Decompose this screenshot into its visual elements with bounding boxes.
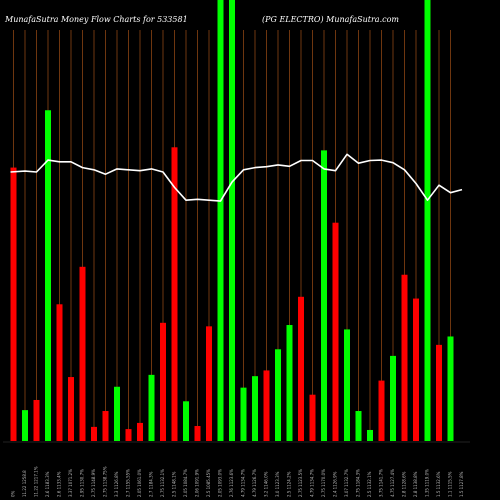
x-tick-label: 11.22 1217.1%: [34, 466, 39, 497]
bar-inflow: [217, 0, 224, 441]
bar-inflow: [355, 411, 362, 441]
flow-line: [10, 153, 463, 202]
x-tick-labels: 0% 11.22 1258.8 11.22 1217.1% 2.6 1183.3% 2.…: [11, 466, 465, 497]
x-tick-label: 3.0 1123.3%: [275, 471, 280, 497]
bar-inflow: [229, 0, 235, 441]
bar-outflow: [68, 377, 74, 441]
bar-inflow: [252, 376, 258, 441]
x-tick-label: 4.79 1126.7%: [252, 469, 257, 497]
x-tick-label: 2.7 1155.55%: [126, 469, 131, 497]
bar-inflow: [22, 410, 28, 441]
x-tick-label: 2.95 1130.7%: [80, 469, 85, 497]
bar-inflow: [447, 336, 454, 441]
flow-line-series: [10, 153, 463, 202]
x-tick-label: 1.35 1119.0%: [425, 469, 430, 497]
x-tick-label: 2.4 1126.9%: [333, 471, 338, 497]
bar-outflow: [102, 411, 109, 441]
x-tick-label: 3.3 1126.8%: [114, 471, 119, 497]
bar-outflow: [160, 322, 166, 441]
x-tick-label: 1.5 1132.6%: [436, 471, 441, 497]
bar-outflow: [401, 274, 408, 441]
x-tick-label: 2.06 1091.9%: [195, 469, 200, 497]
x-tick-label: 2.5 1124.2%: [287, 471, 292, 497]
bar-outflow: [206, 326, 212, 441]
x-tick-label: 2.6 1133.4%: [57, 471, 62, 497]
bar-inflow: [183, 401, 189, 441]
bar-outflow: [137, 422, 143, 441]
chart-title-right: (PG ELECTRO) MunafaSutra.com: [262, 15, 399, 24]
x-tick-label: 2.75 1148.9%: [91, 469, 96, 497]
bar-outflow: [413, 298, 419, 441]
x-tick-label: 2.75 1170.0%: [321, 469, 326, 497]
x-tick-label: 2.05 1084.7%: [183, 469, 188, 497]
bar-inflow: [114, 386, 120, 441]
bar-series: [10, 0, 454, 442]
chart-title-left: MunafaSutra Money Flow Charts for 533581: [4, 15, 188, 24]
bar-outflow: [125, 429, 132, 441]
x-tick-label: 1.5 1127.8%: [459, 471, 464, 497]
bar-outflow: [79, 266, 86, 441]
bar-inflow: [240, 387, 247, 441]
x-tick-label: 2.5 1132.1%: [367, 471, 372, 497]
bar-outflow: [332, 222, 339, 441]
x-tick-label: 2.76 1123.6%: [229, 469, 234, 497]
x-tick-label: 2.05 1061.0%: [137, 469, 142, 497]
bar-inflow: [275, 349, 281, 441]
x-tick-label: 3.37 1071.2%: [68, 469, 73, 497]
bar-inflow: [286, 325, 293, 441]
bar-inflow: [424, 0, 431, 441]
x-tick-label: 2.75 1123.5%: [298, 469, 303, 497]
x-tick-label: 11.22 1258.8: [22, 470, 27, 497]
bar-outflow: [298, 296, 304, 441]
bar-outflow: [378, 380, 385, 441]
bar-outflow: [309, 394, 316, 441]
bar-inflow: [367, 429, 373, 441]
bar-outflow: [436, 344, 442, 441]
bar-outflow: [263, 370, 270, 441]
x-tick-label: 3.75 1141.7%: [379, 469, 384, 497]
bar-outflow: [171, 147, 178, 441]
x-tick-label: 4.79 1134.7%: [241, 469, 246, 497]
bar-outflow: [10, 167, 17, 441]
x-tick-label: 3.2 1146.0%: [264, 471, 269, 497]
x-tick-label: 2.5 1148.1%: [172, 471, 177, 497]
x-tick-label: 0%: [11, 490, 16, 497]
bar-inflow: [390, 355, 396, 441]
bar-outflow: [33, 399, 40, 441]
bar-inflow: [321, 150, 327, 442]
bar-outflow: [194, 426, 201, 441]
x-tick-label: 2.75 1132.1%: [160, 469, 165, 497]
bar-outflow: [91, 426, 97, 441]
bar-inflow: [148, 374, 155, 441]
x-tick-label: 1.1 1115.5%: [448, 471, 453, 497]
x-tick-label: 4.79 1134.7%: [310, 469, 315, 497]
x-tick-label: 2.8 1138.8%: [413, 471, 418, 497]
x-tick-label: 2.8 1128.6%: [402, 471, 407, 497]
bar-inflow: [45, 110, 51, 441]
x-tick-label: 2.5 1085.45%: [206, 469, 211, 497]
x-tick-label: 2.05 1093.0%: [218, 469, 223, 497]
x-tick-label: 2.6 1183.3%: [45, 471, 50, 497]
x-tick-label: 3.07 1132.7%: [344, 469, 349, 497]
x-tick-label: 2.7 1184.3%: [149, 471, 154, 497]
x-tick-label: 4.75 1127.4%: [390, 469, 395, 497]
bar-outflow: [56, 304, 63, 441]
x-tick-label: 2.75 1138.75%: [103, 466, 108, 497]
bar-inflow: [344, 329, 350, 441]
x-tick-label: 2.75 1184.3%: [356, 469, 361, 497]
